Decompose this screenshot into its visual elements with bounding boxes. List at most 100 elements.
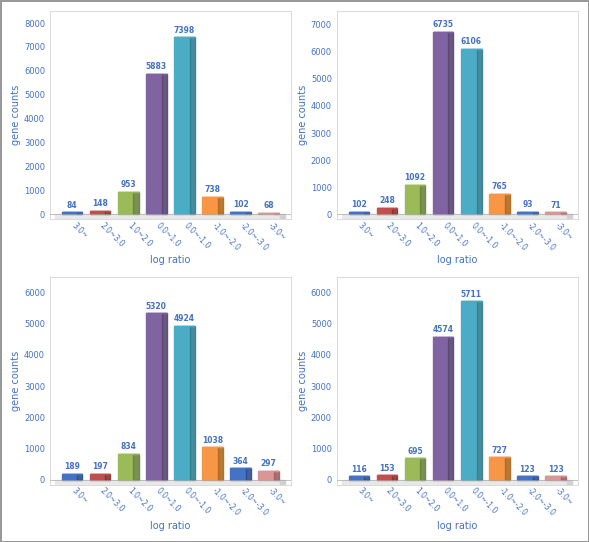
Text: 153: 153 xyxy=(379,463,395,473)
Polygon shape xyxy=(190,37,195,215)
Text: 4924: 4924 xyxy=(174,314,195,324)
Bar xyxy=(146,313,161,480)
Bar xyxy=(433,337,448,480)
Text: 148: 148 xyxy=(92,199,108,208)
Polygon shape xyxy=(532,212,538,215)
Text: 727: 727 xyxy=(491,446,507,455)
Bar xyxy=(433,32,448,215)
Bar xyxy=(62,474,77,480)
Text: 123: 123 xyxy=(548,464,564,474)
Text: 93: 93 xyxy=(522,201,532,209)
Polygon shape xyxy=(448,337,454,480)
Bar xyxy=(349,476,364,480)
Polygon shape xyxy=(421,185,425,215)
Bar xyxy=(90,211,105,215)
Bar xyxy=(202,197,218,215)
Polygon shape xyxy=(161,74,167,215)
Y-axis label: gene counts: gene counts xyxy=(11,351,21,411)
Text: 695: 695 xyxy=(408,447,423,456)
Text: 123: 123 xyxy=(519,464,535,474)
Bar xyxy=(349,211,364,215)
Polygon shape xyxy=(561,476,566,480)
Y-axis label: gene counts: gene counts xyxy=(298,85,308,145)
Bar xyxy=(545,476,561,480)
Bar xyxy=(118,454,134,480)
Bar xyxy=(461,49,477,215)
Polygon shape xyxy=(77,474,82,480)
Polygon shape xyxy=(134,454,138,480)
Text: 7398: 7398 xyxy=(174,26,195,35)
Polygon shape xyxy=(342,215,567,220)
Bar xyxy=(545,212,561,215)
Text: 364: 364 xyxy=(233,457,249,466)
Bar xyxy=(62,212,77,215)
Text: 4574: 4574 xyxy=(433,325,454,334)
X-axis label: log ratio: log ratio xyxy=(437,521,478,531)
Bar xyxy=(517,476,532,480)
Text: 102: 102 xyxy=(351,200,367,209)
Bar xyxy=(174,326,190,480)
Bar xyxy=(230,468,246,480)
Bar xyxy=(489,457,505,480)
Text: 116: 116 xyxy=(351,464,367,474)
Bar xyxy=(377,208,392,215)
Text: 953: 953 xyxy=(120,180,136,189)
Text: 6735: 6735 xyxy=(433,21,454,29)
Polygon shape xyxy=(77,212,82,215)
Bar xyxy=(259,470,274,480)
Polygon shape xyxy=(561,212,566,215)
Bar xyxy=(377,475,392,480)
Y-axis label: gene counts: gene counts xyxy=(11,85,21,145)
Text: 197: 197 xyxy=(92,462,108,471)
Bar xyxy=(405,458,421,480)
Polygon shape xyxy=(274,470,279,480)
Polygon shape xyxy=(55,480,280,485)
Bar xyxy=(118,191,134,215)
Text: 5320: 5320 xyxy=(146,302,167,311)
Bar xyxy=(174,37,190,215)
Text: 6106: 6106 xyxy=(461,37,482,47)
Polygon shape xyxy=(364,211,369,215)
Bar xyxy=(405,185,421,215)
X-axis label: log ratio: log ratio xyxy=(437,255,478,266)
Text: 84: 84 xyxy=(67,201,77,210)
Polygon shape xyxy=(421,458,425,480)
Bar xyxy=(489,193,505,215)
Polygon shape xyxy=(392,208,397,215)
Polygon shape xyxy=(280,480,285,485)
Polygon shape xyxy=(161,313,167,480)
X-axis label: log ratio: log ratio xyxy=(150,255,191,266)
Polygon shape xyxy=(218,197,223,215)
Text: 71: 71 xyxy=(550,201,561,210)
Polygon shape xyxy=(477,49,482,215)
Polygon shape xyxy=(105,474,110,480)
Text: 248: 248 xyxy=(379,196,395,205)
Polygon shape xyxy=(274,213,279,215)
Bar xyxy=(517,212,532,215)
Polygon shape xyxy=(567,480,572,485)
Bar xyxy=(146,74,161,215)
Polygon shape xyxy=(218,447,223,480)
Text: 738: 738 xyxy=(204,185,220,194)
Polygon shape xyxy=(364,476,369,480)
Polygon shape xyxy=(567,215,572,220)
Text: 5883: 5883 xyxy=(146,62,167,71)
Polygon shape xyxy=(190,326,195,480)
Polygon shape xyxy=(505,193,509,215)
X-axis label: log ratio: log ratio xyxy=(150,521,191,531)
Polygon shape xyxy=(105,211,110,215)
Polygon shape xyxy=(342,480,567,485)
Text: 297: 297 xyxy=(261,459,277,468)
Text: 834: 834 xyxy=(120,442,136,451)
Text: 5711: 5711 xyxy=(461,290,482,299)
Polygon shape xyxy=(280,215,285,220)
Bar xyxy=(259,213,274,215)
Bar xyxy=(461,301,477,480)
Bar xyxy=(230,212,246,215)
Bar xyxy=(202,447,218,480)
Bar xyxy=(90,474,105,480)
Text: 1038: 1038 xyxy=(202,436,223,445)
Text: 765: 765 xyxy=(492,182,507,191)
Polygon shape xyxy=(134,191,138,215)
Polygon shape xyxy=(392,475,397,480)
